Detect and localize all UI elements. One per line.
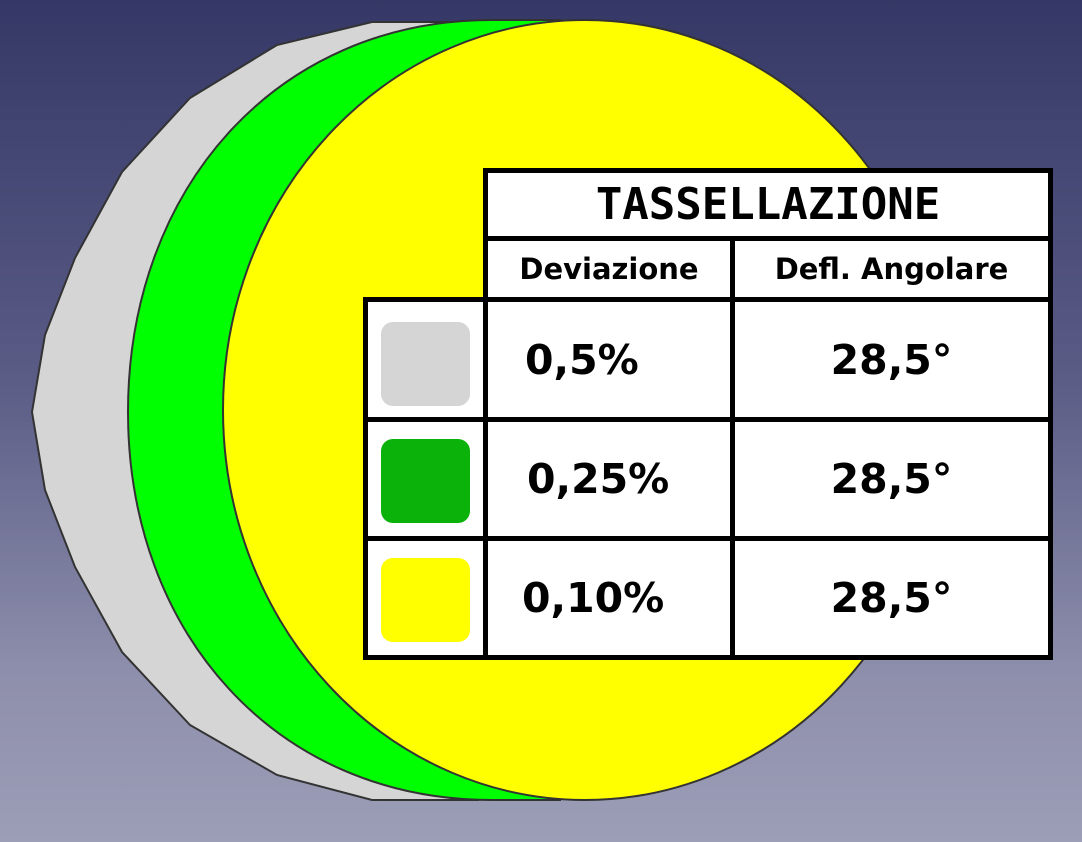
swatch-cell-coarse — [363, 297, 488, 422]
header-angular-deflection: Defl. Angolare — [730, 236, 1053, 302]
deflection-cell-coarse: 28,5° — [730, 297, 1053, 422]
color-swatch-medium — [381, 439, 470, 523]
deviation-value-coarse: 0,5% — [525, 335, 639, 384]
header-deviation-label: Deviazione — [519, 252, 699, 286]
deflection-value-coarse: 28,5° — [830, 335, 953, 384]
color-swatch-fine — [381, 558, 470, 642]
swatch-cell-medium — [363, 417, 488, 541]
deviation-value-fine: 0,10% — [522, 574, 665, 622]
deflection-value-medium: 28,5° — [830, 455, 953, 503]
header-angular-deflection-label: Defl. Angolare — [774, 252, 1009, 286]
header-deviation: Deviazione — [483, 236, 735, 302]
deviation-cell-fine: 0,10% — [483, 536, 735, 660]
deviation-cell-coarse: 0,5% — [483, 297, 735, 422]
color-swatch-coarse — [381, 322, 470, 406]
deflection-value-fine: 28,5° — [830, 574, 953, 622]
deflection-cell-medium: 28,5° — [730, 417, 1053, 541]
table-title: TASSELLAZIONE — [483, 168, 1053, 241]
swatch-cell-fine — [363, 536, 488, 660]
deflection-cell-fine: 28,5° — [730, 536, 1053, 660]
deviation-value-medium: 0,25% — [527, 455, 670, 503]
deviation-cell-medium: 0,25% — [483, 417, 735, 541]
table-title-text: TASSELLAZIONE — [595, 179, 941, 230]
